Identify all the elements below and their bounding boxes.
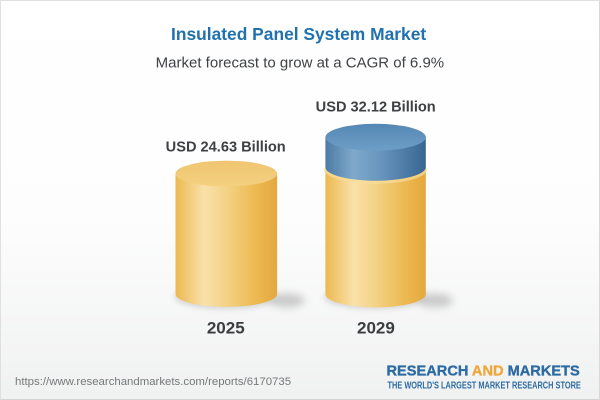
svg-text:Insulated Panel System Market: Insulated Panel System Market xyxy=(171,24,426,44)
svg-text:Market forecast to grow at a C: Market forecast to grow at a CAGR of 6.9… xyxy=(156,54,444,71)
svg-text:2029: 2029 xyxy=(357,319,395,338)
svg-text:THE WORLD'S LARGEST MARKET RES: THE WORLD'S LARGEST MARKET RESEARCH STOR… xyxy=(388,379,582,390)
svg-text:USD 24.63 Billion: USD 24.63 Billion xyxy=(166,139,286,155)
svg-text:https://www.researchandmarkets: https://www.researchandmarkets.com/repor… xyxy=(15,376,291,388)
svg-text:2025: 2025 xyxy=(207,319,245,338)
svg-text:RESEARCH AND MARKETS: RESEARCH AND MARKETS xyxy=(387,363,581,379)
svg-text:USD 32.12 Billion: USD 32.12 Billion xyxy=(316,100,436,116)
